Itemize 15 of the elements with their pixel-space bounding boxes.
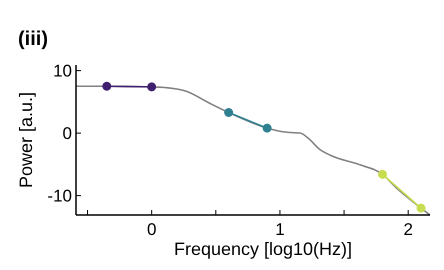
y-tick-label: -10 (47, 186, 72, 206)
point (378, 170, 388, 179)
chart-title: (iii) (18, 28, 48, 50)
y-tick-label: 0 (62, 124, 72, 144)
x-tick-label: 0 (146, 220, 156, 239)
x-axis-title: Frequency [log10(Hz)] (174, 239, 352, 259)
point (147, 82, 156, 92)
y-axis-title: Power [a.u.] (16, 92, 36, 188)
x-tick-label: 1 (275, 220, 285, 239)
point (224, 108, 234, 117)
point (262, 124, 272, 133)
x-tick-label: 2 (403, 220, 413, 239)
point (102, 82, 112, 91)
point (416, 204, 426, 213)
y-tick-label: 10 (53, 62, 72, 81)
